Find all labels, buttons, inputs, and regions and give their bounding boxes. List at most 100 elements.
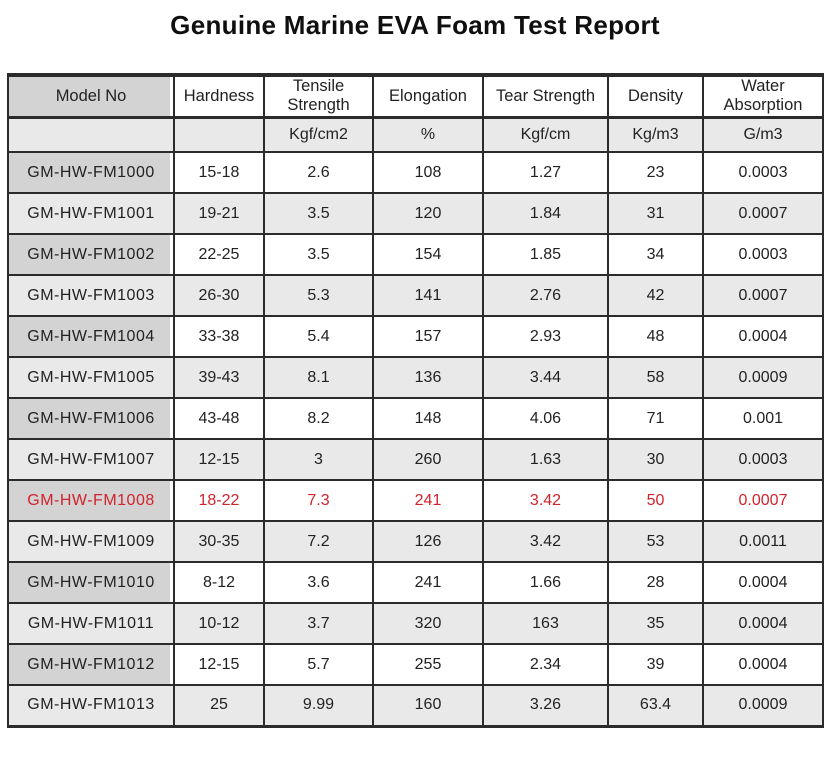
cell-hardness: 10-12	[173, 602, 265, 645]
cell-elongation: 120	[372, 192, 484, 235]
column-header-tensile-strength: Tensile Strength	[263, 74, 374, 119]
cell-water: 0.0011	[702, 520, 824, 563]
table-row: GM-HW-FM1000 15-18 2.6 108 1.27 23 0.000…	[7, 151, 824, 194]
cell-elongation: 136	[372, 356, 484, 399]
cell-tear: 163	[482, 602, 609, 645]
cell-density: 63.4	[607, 684, 704, 727]
cell-tear: 3.42	[482, 479, 609, 522]
cell-tear: 1.85	[482, 233, 609, 276]
cell-density: 31	[607, 192, 704, 235]
cell-hardness: 25	[173, 684, 265, 727]
cell-tensile: 5.4	[263, 315, 374, 358]
cell-elongation: 154	[372, 233, 484, 276]
cell-elongation: 108	[372, 151, 484, 194]
cell-model-no: GM-HW-FM1008	[7, 479, 175, 522]
cell-density: 35	[607, 602, 704, 645]
cell-tear: 2.93	[482, 315, 609, 358]
cell-water: 0.001	[702, 397, 824, 440]
cell-model-no: GM-HW-FM1004	[7, 315, 175, 358]
cell-tear: 3.44	[482, 356, 609, 399]
cell-water: 0.0004	[702, 561, 824, 604]
table-row: GM-HW-FM1002 22-25 3.5 154 1.85 34 0.000…	[7, 233, 824, 276]
cell-tensile: 8.2	[263, 397, 374, 440]
cell-density: 39	[607, 643, 704, 686]
cell-water: 0.0004	[702, 315, 824, 358]
cell-elongation: 241	[372, 479, 484, 522]
cell-model-no: GM-HW-FM1012	[7, 643, 175, 686]
table-row: GM-HW-FM1004 33-38 5.4 157 2.93 48 0.000…	[7, 315, 824, 358]
table-row-highlighted: GM-HW-FM1008 18-22 7.3 241 3.42 50 0.000…	[7, 479, 824, 522]
unit-hardness	[173, 116, 265, 153]
cell-hardness: 39-43	[173, 356, 265, 399]
cell-water: 0.0009	[702, 356, 824, 399]
test-report-table: Model No Hardness Tensile Strength Elong…	[7, 73, 824, 728]
column-header-model-no: Model No	[7, 74, 175, 119]
cell-model-no: GM-HW-FM1009	[7, 520, 175, 563]
cell-tear: 2.76	[482, 274, 609, 317]
cell-hardness: 22-25	[173, 233, 265, 276]
cell-model-no: GM-HW-FM1000	[7, 151, 175, 194]
cell-density: 58	[607, 356, 704, 399]
cell-hardness: 8-12	[173, 561, 265, 604]
cell-hardness: 15-18	[173, 151, 265, 194]
table-row: GM-HW-FM1001 19-21 3.5 120 1.84 31 0.000…	[7, 192, 824, 235]
cell-model-no: GM-HW-FM1002	[7, 233, 175, 276]
cell-model-no: GM-HW-FM1010	[7, 561, 175, 604]
cell-tensile: 9.99	[263, 684, 374, 727]
column-header-tear-strength: Tear Strength	[482, 74, 609, 119]
unit-elongation: %	[372, 116, 484, 153]
cell-density: 28	[607, 561, 704, 604]
cell-elongation: 255	[372, 643, 484, 686]
table-row: GM-HW-FM1011 10-12 3.7 320 163 35 0.0004	[7, 602, 824, 645]
column-header-water-absorption: Water Absorption	[702, 74, 824, 119]
cell-tear: 3.42	[482, 520, 609, 563]
cell-model-no: GM-HW-FM1011	[7, 602, 175, 645]
cell-water: 0.0007	[702, 192, 824, 235]
cell-elongation: 320	[372, 602, 484, 645]
cell-hardness: 18-22	[173, 479, 265, 522]
cell-tear: 1.63	[482, 438, 609, 481]
cell-tensile: 3.6	[263, 561, 374, 604]
cell-density: 71	[607, 397, 704, 440]
cell-tear: 1.27	[482, 151, 609, 194]
cell-model-no: GM-HW-FM1006	[7, 397, 175, 440]
cell-model-no: GM-HW-FM1007	[7, 438, 175, 481]
cell-hardness: 12-15	[173, 643, 265, 686]
table-row: GM-HW-FM1003 26-30 5.3 141 2.76 42 0.000…	[7, 274, 824, 317]
cell-tear: 2.34	[482, 643, 609, 686]
cell-tensile: 3.5	[263, 192, 374, 235]
cell-hardness: 12-15	[173, 438, 265, 481]
unit-tensile-strength: Kgf/cm2	[263, 116, 374, 153]
cell-water: 0.0004	[702, 643, 824, 686]
cell-hardness: 43-48	[173, 397, 265, 440]
page-title: Genuine Marine EVA Foam Test Report	[170, 10, 660, 40]
cell-water: 0.0009	[702, 684, 824, 727]
cell-tear: 1.66	[482, 561, 609, 604]
unit-density: Kg/m3	[607, 116, 704, 153]
table-row: GM-HW-FM1006 43-48 8.2 148 4.06 71 0.001	[7, 397, 824, 440]
unit-tear-strength: Kgf/cm	[482, 116, 609, 153]
cell-elongation: 160	[372, 684, 484, 727]
cell-tensile: 7.2	[263, 520, 374, 563]
column-header-elongation: Elongation	[372, 74, 484, 119]
cell-tensile: 3	[263, 438, 374, 481]
cell-hardness: 26-30	[173, 274, 265, 317]
cell-water: 0.0003	[702, 151, 824, 194]
cell-density: 34	[607, 233, 704, 276]
cell-hardness: 33-38	[173, 315, 265, 358]
cell-water: 0.0004	[702, 602, 824, 645]
unit-water-absorption: G/m3	[702, 116, 824, 153]
cell-density: 53	[607, 520, 704, 563]
cell-tensile: 3.5	[263, 233, 374, 276]
cell-tensile: 5.3	[263, 274, 374, 317]
column-header-hardness: Hardness	[173, 74, 265, 119]
cell-water: 0.0003	[702, 438, 824, 481]
cell-density: 50	[607, 479, 704, 522]
table-row: GM-HW-FM1010 8-12 3.6 241 1.66 28 0.0004	[7, 561, 824, 604]
cell-tensile: 7.3	[263, 479, 374, 522]
cell-tensile: 8.1	[263, 356, 374, 399]
cell-elongation: 241	[372, 561, 484, 604]
cell-tear: 3.26	[482, 684, 609, 727]
cell-tear: 4.06	[482, 397, 609, 440]
table-row: GM-HW-FM1009 30-35 7.2 126 3.42 53 0.001…	[7, 520, 824, 563]
